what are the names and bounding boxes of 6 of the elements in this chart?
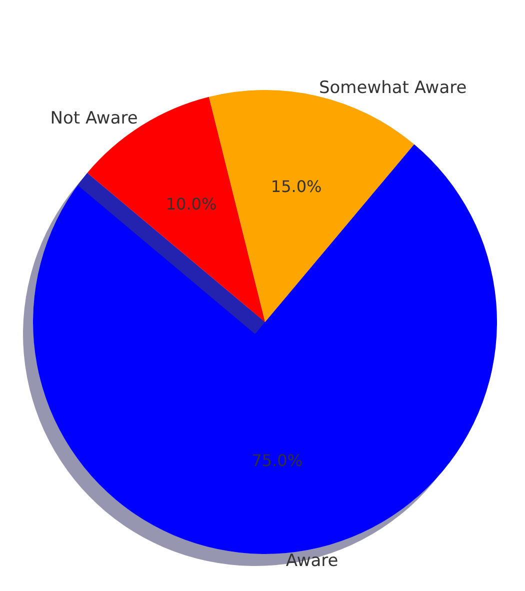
slice-label: Not Aware	[50, 108, 138, 128]
slice-label: Aware	[286, 551, 338, 572]
data-label: 75.0%	[252, 451, 303, 470]
data-label: 15.0%	[270, 176, 322, 196]
slice-label: Somewhat Aware	[318, 78, 467, 98]
data-label: 10.0%	[166, 194, 217, 214]
